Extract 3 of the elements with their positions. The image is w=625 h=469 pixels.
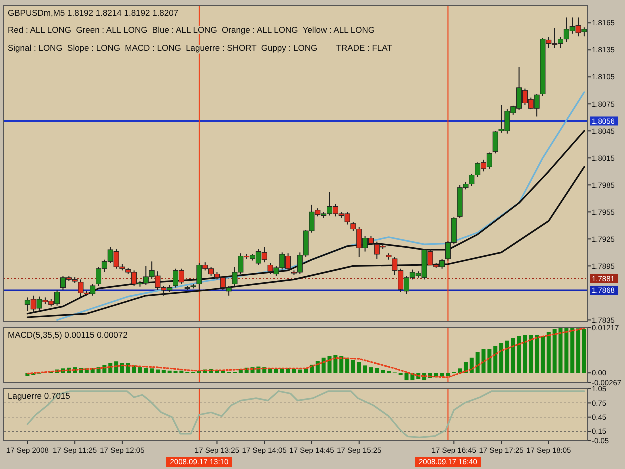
chart-title: MACD(5,35,5) 0.00115 0.00072 — [8, 330, 128, 340]
chart-title: GBPUSDm,M5 1.8192 1.8214 1.8192 1.8207 — [8, 8, 179, 18]
chart-title: Laguerre 0.7015 — [8, 391, 71, 401]
